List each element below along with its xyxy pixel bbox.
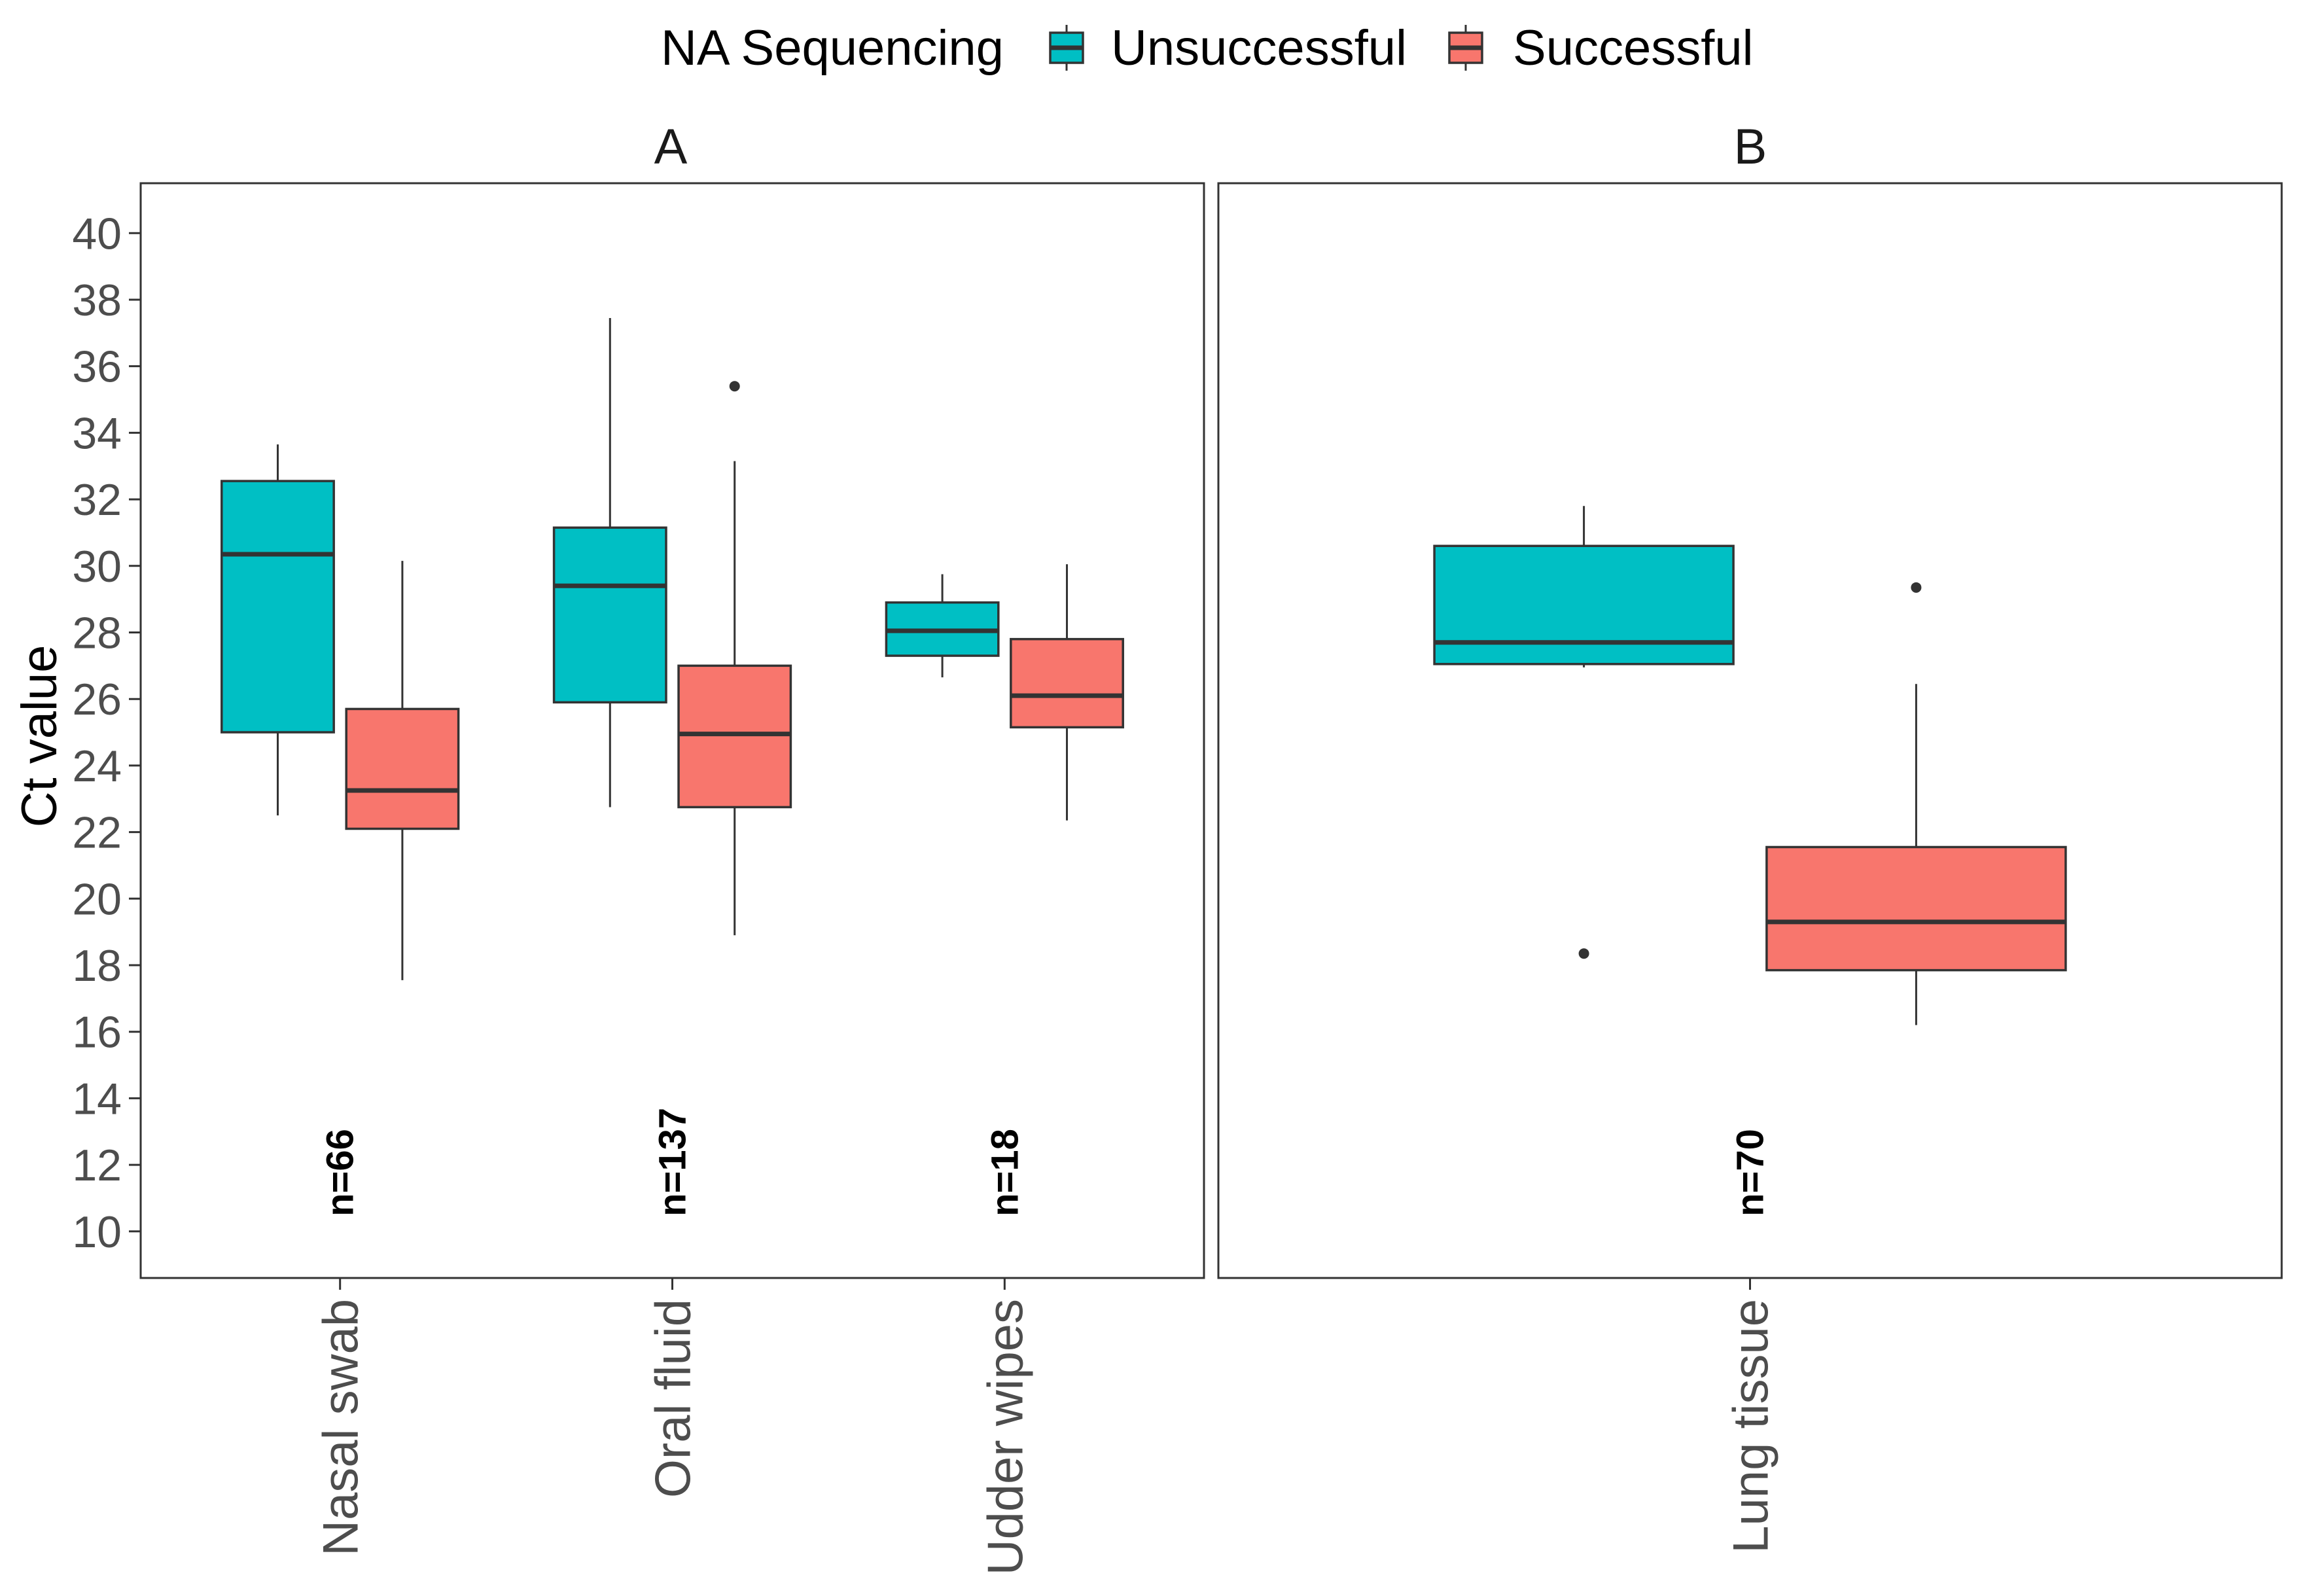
outlier-successful-oral-fluid-0	[729, 381, 740, 392]
legend-label-unsuccessful: Unsuccessful	[1111, 20, 1407, 76]
x-tick-label-udder-wipes: Udder wipes	[978, 1299, 1033, 1575]
y-tick-label-38: 38	[72, 275, 122, 325]
y-tick-label-26: 26	[72, 675, 122, 724]
outlier-unsuccessful-lung-tissue-0	[1578, 948, 1589, 959]
count-label-lung-tissue: n=70	[1729, 1129, 1772, 1216]
y-tick-label-30: 30	[72, 542, 122, 592]
count-label-nasal-swab: n=66	[319, 1129, 362, 1216]
legend-entry-unsuccessful[interactable]: Unsuccessful	[1049, 20, 1407, 76]
x-tick-label-oral-fluid: Oral fluid	[646, 1299, 701, 1498]
outlier-successful-lung-tissue-0	[1911, 582, 1922, 593]
panel-a-strip-label: A	[654, 119, 688, 175]
panel-b-strip-label: B	[1734, 119, 1767, 175]
box-successful-lung-tissue	[1765, 845, 2067, 972]
count-label-oral-fluid: n=137	[652, 1108, 694, 1216]
legend-entry-successful[interactable]: Successful	[1448, 20, 1754, 76]
y-tick-label-18: 18	[72, 941, 122, 991]
y-axis: 10 12 14 16 18 20 22 24 26 28 30 32 34 36 38 40	[72, 209, 141, 1257]
legend-label-successful: Successful	[1513, 20, 1754, 76]
y-tick-label-32: 32	[72, 475, 122, 525]
y-tick-label-22: 22	[72, 808, 122, 858]
y-tick-label-16: 16	[72, 1008, 122, 1057]
legend: NA Sequencing Unsuccessful Successful	[661, 20, 1754, 76]
y-tick-label-34: 34	[72, 408, 122, 458]
y-tick-label-24: 24	[72, 741, 122, 791]
box-unsuccessful-lung-tissue	[1433, 544, 1735, 665]
y-tick-label-36: 36	[72, 342, 122, 392]
box-unsuccessful-nasal-swab	[221, 480, 335, 734]
legend-title: NA Sequencing	[661, 20, 1004, 76]
y-tick-label-14: 14	[72, 1074, 122, 1124]
box-successful-oral-fluid	[677, 664, 792, 809]
count-label-udder-wipes: n=18	[983, 1129, 1026, 1216]
y-tick-label-20: 20	[72, 874, 122, 924]
box-successful-udder-wipes	[1010, 637, 1124, 729]
y-axis-title: Ct value	[12, 645, 67, 828]
panel-b: B Lung tissue n=70	[1217, 119, 2283, 1553]
y-tick-label-28: 28	[72, 608, 122, 658]
y-tick-label-12: 12	[72, 1141, 122, 1190]
panel-b-border	[1217, 182, 2283, 1279]
panel-a-marks: Nasal swab n=66 Oral fluid n=137 Udder wipes…	[221, 317, 1124, 1575]
box-successful-nasal-swab	[345, 707, 460, 830]
panel-b-marks: Lung tissue n=70	[1433, 506, 2067, 1553]
panel-a: A Nasal swab n=66 Oral fluid n=137 Udder wip…	[139, 119, 1205, 1575]
y-tick-label-10: 10	[72, 1207, 122, 1257]
y-tick-label-40: 40	[72, 209, 122, 258]
x-tick-label-lung-tissue: Lung tissue	[1724, 1299, 1779, 1553]
box-unsuccessful-oral-fluid	[552, 526, 667, 704]
x-tick-label-nasal-swab: Nasal swab	[313, 1299, 369, 1556]
